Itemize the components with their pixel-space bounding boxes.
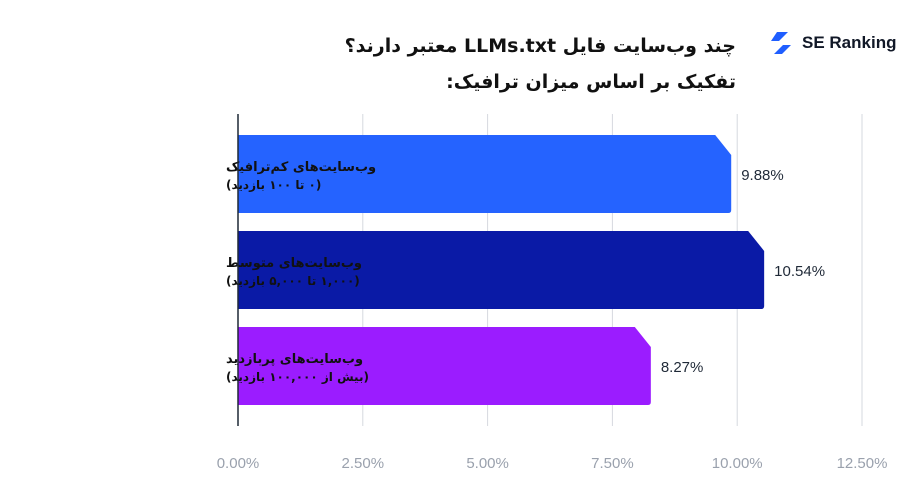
bar [238,231,765,309]
bar [238,327,651,405]
x-tick-label: 10.00% [712,455,763,472]
x-tick-label: 5.00% [466,455,509,472]
bar-value-label: 9.88% [741,167,784,184]
x-tick-label: 2.50% [342,455,385,472]
x-tick-label: 0.00% [217,455,260,472]
category-sublabel: (۱,۰۰۰ تا ۵,۰۰۰ بازدید) [226,274,360,288]
se-ranking-logo-icon [771,32,791,54]
category-sublabel: (بیش از ۱۰۰,۰۰۰ بازدید) [226,370,369,384]
category-label: وب‌سایت‌های پربازدید [226,352,363,367]
x-tick-label: 7.50% [591,455,634,472]
brand-name: SE Ranking [802,33,897,52]
brand-logo: SE Ranking [768,30,896,56]
category-label: وب‌سایت‌های کم‌ترافیک [226,160,376,175]
category-label: وب‌سایت‌های متوسط [226,256,362,271]
bar [238,135,732,213]
bar-value-label: 10.54% [774,263,825,280]
chart-title-line-1: چند وب‌سایت فایل LLMs.txt معتبر دارند؟ [344,35,736,57]
bar-value-label: 8.27% [661,359,704,376]
chart-title-line-2: تفکیک بر اساس میزان ترافیک: [446,71,736,93]
x-tick-label: 12.50% [837,455,888,472]
category-sublabel: (۰ تا ۱۰۰ بازدید) [226,178,321,192]
chart-title: چند وب‌سایت فایل LLMs.txt معتبر دارند؟ ت… [345,28,736,100]
